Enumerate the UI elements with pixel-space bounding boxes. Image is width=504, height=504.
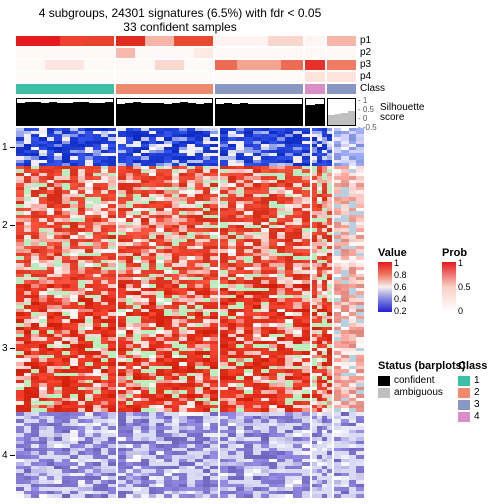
annot-label-p3: p3 <box>360 59 371 70</box>
annot-row-p4 <box>16 72 356 82</box>
legend-status-barplots-: Status (barplots)confidentambiguous <box>378 360 465 399</box>
row-group-label-3: 3 <box>2 343 8 354</box>
heatmap <box>16 128 356 498</box>
annot-label-p2: p2 <box>360 47 371 58</box>
silhouette-panel <box>16 98 356 126</box>
annotation-panel <box>16 36 356 96</box>
legend-value: Value10.80.60.40.2 <box>378 247 407 314</box>
row-group-label-4: 4 <box>2 450 8 461</box>
title-line-2: 33 confident samples <box>0 20 360 34</box>
annot-row-class <box>16 84 356 94</box>
row-group-label-1: 1 <box>2 142 8 153</box>
legend-class: Class1234 <box>458 360 487 423</box>
title-line-1: 4 subgroups, 24301 signatures (6.5%) wit… <box>0 6 360 20</box>
row-group-label-2: 2 <box>2 220 8 231</box>
annot-row-p3 <box>16 60 356 70</box>
annot-row-p1 <box>16 36 356 46</box>
legend-prob: Prob10.50 <box>442 247 467 314</box>
silh-label2: score <box>380 112 404 123</box>
annot-row-p2 <box>16 48 356 58</box>
annot-label-p1: p1 <box>360 35 371 46</box>
annot-label-p4: p4 <box>360 71 371 82</box>
annot-label-class: Class <box>360 83 385 94</box>
